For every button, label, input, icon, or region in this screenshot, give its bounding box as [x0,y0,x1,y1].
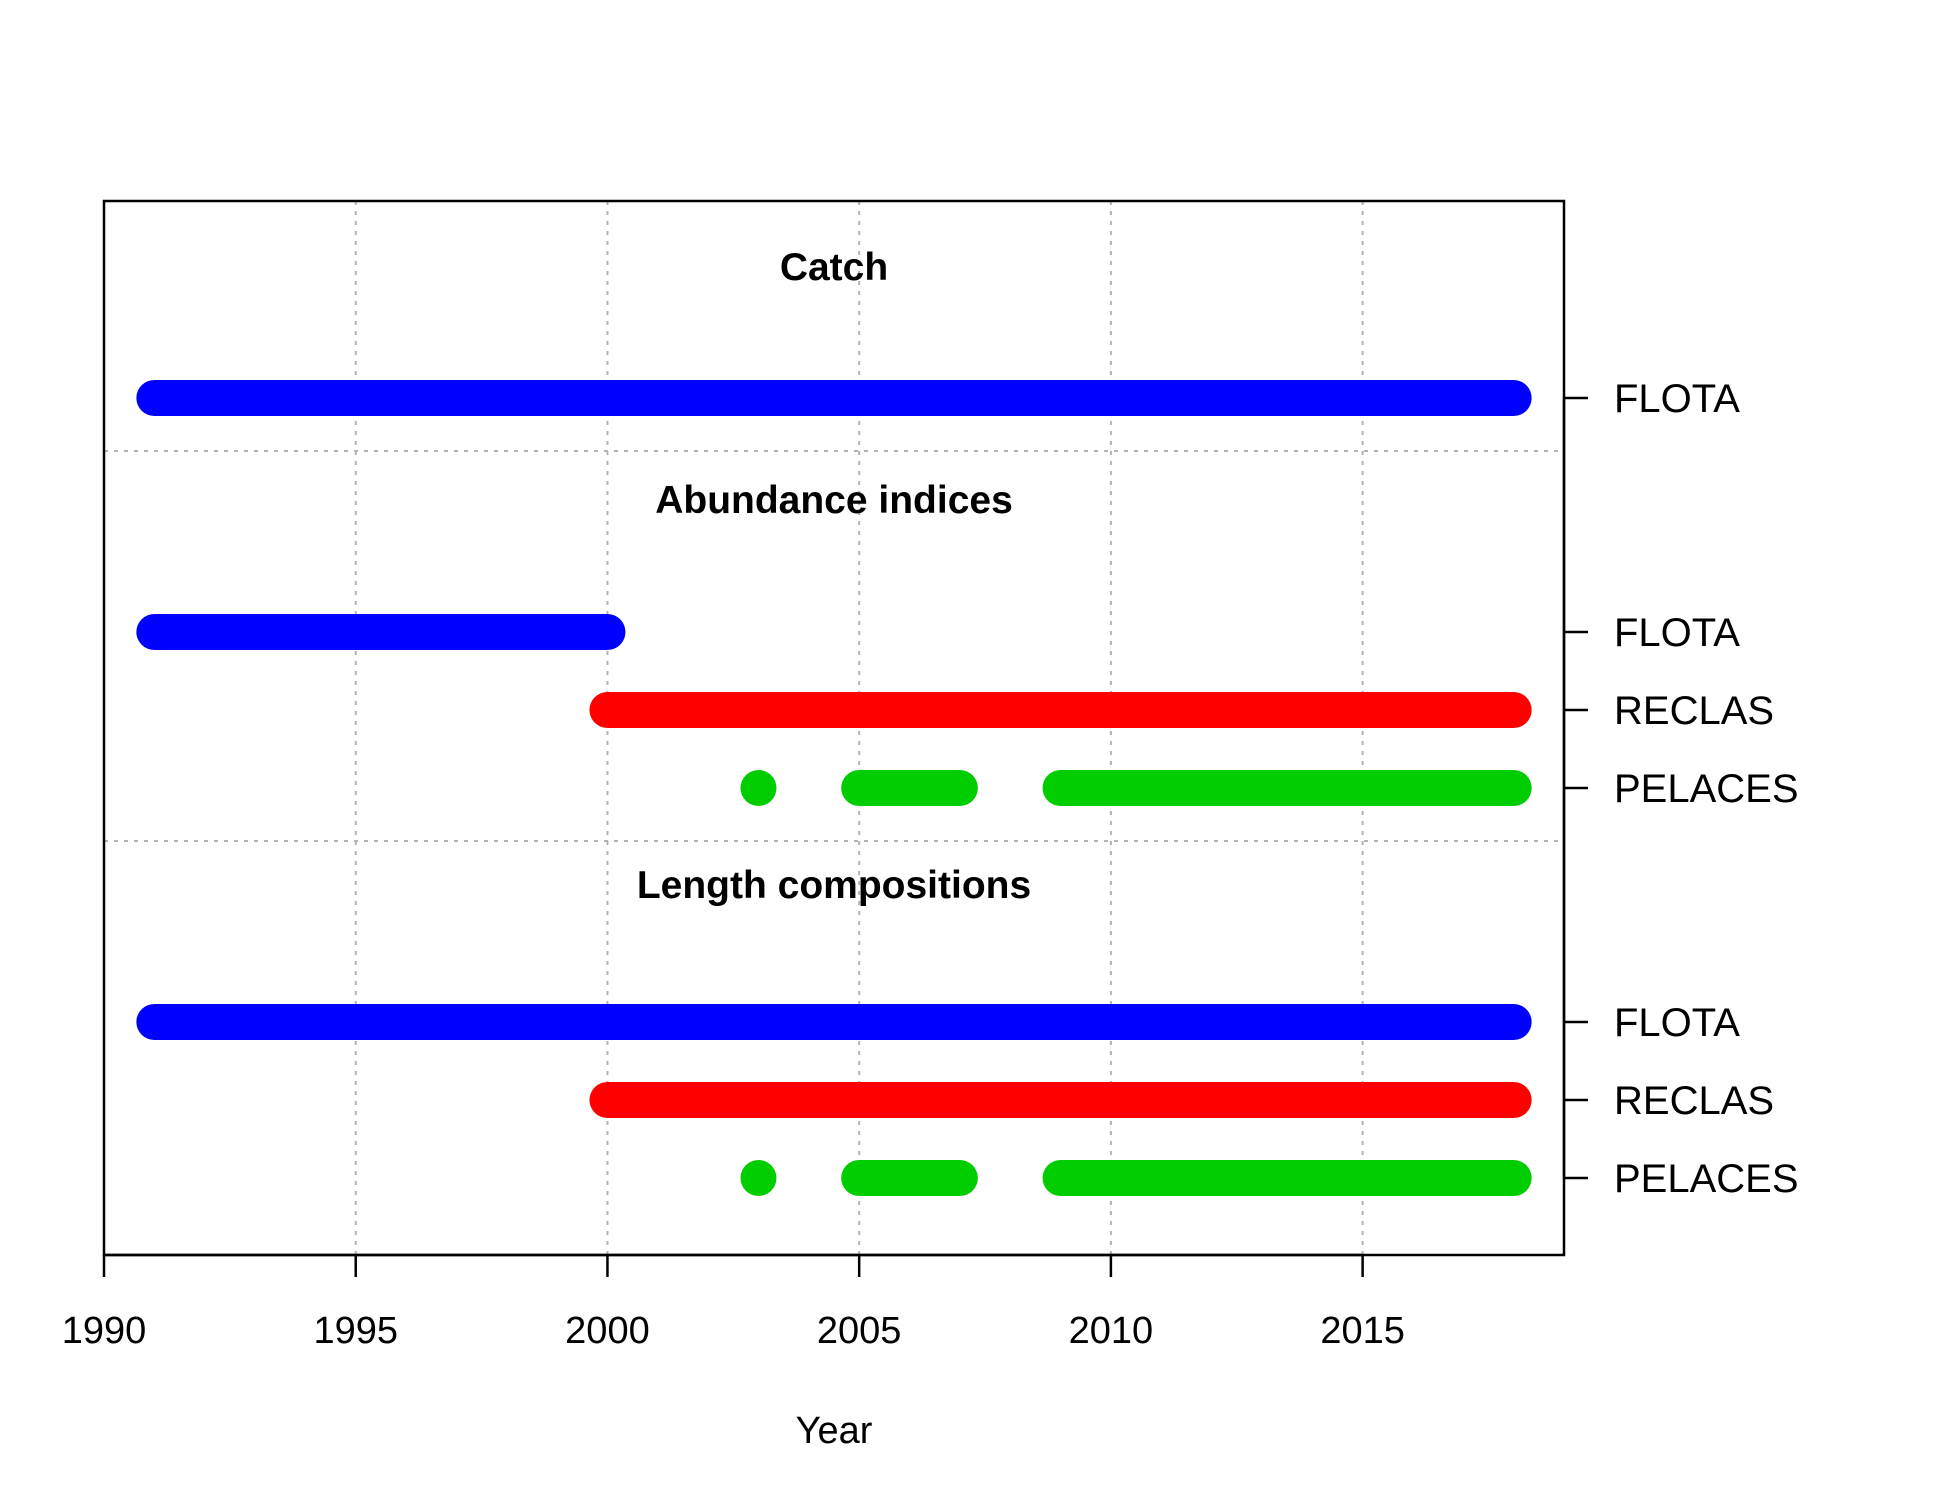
x-tick-label: 2015 [1320,1310,1405,1352]
x-axis-title: Year [796,1410,873,1452]
x-tick-label: 2000 [565,1310,650,1352]
row-label-flota: FLOTA [1614,1001,1740,1045]
x-tick-label: 2010 [1069,1310,1154,1352]
x-tick-label: 1990 [62,1310,147,1352]
section-title: Length compositions [637,864,1031,907]
section-titles: Catch Abundance indices Length composition… [637,246,1031,907]
row-label-pelaces: PELACES [1614,767,1799,811]
x-tick-label: 1995 [313,1310,398,1352]
x-tick-label: 2005 [817,1310,902,1352]
row-label-reclas: RECLAS [1614,1079,1774,1123]
section-separators [104,450,1564,842]
segment-layer [136,380,1532,1196]
row-label-flota: FLOTA [1614,611,1740,655]
x-axis: 1990 1995 2000 2005 2010 2015 [62,1253,1405,1352]
row-label-pelaces: PELACES [1614,1157,1799,1201]
row-label-reclas: RECLAS [1614,689,1774,733]
right-axis: FLOTA FLOTA RECLAS PELACES FLOTA RECLAS PELACE… [1562,377,1799,1201]
section-title: Abundance indices [655,479,1013,522]
section-title: Catch [780,246,888,289]
row-label-flota: FLOTA [1614,377,1740,421]
